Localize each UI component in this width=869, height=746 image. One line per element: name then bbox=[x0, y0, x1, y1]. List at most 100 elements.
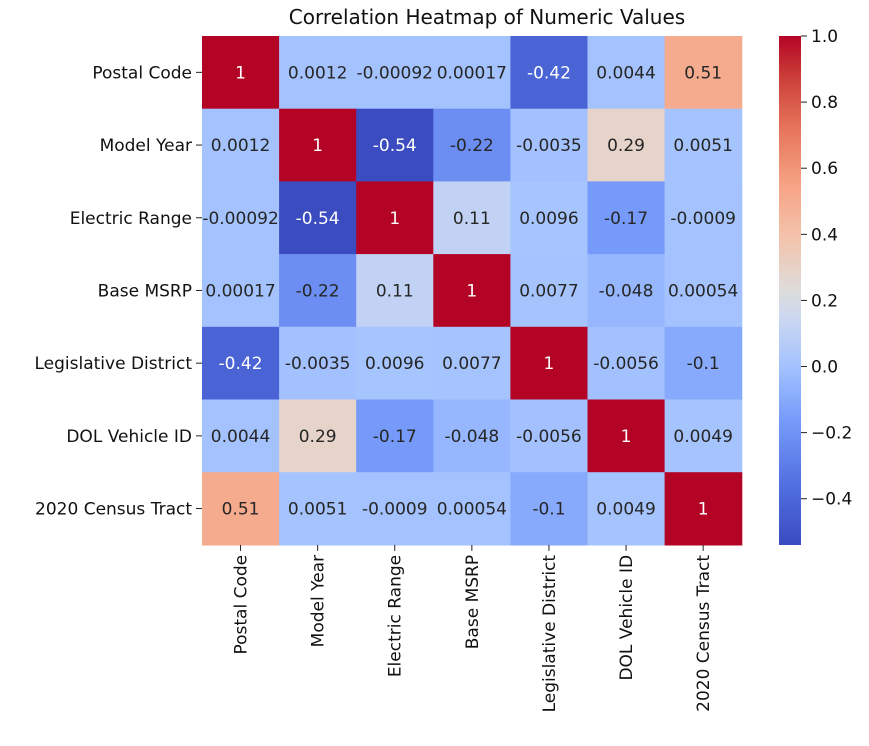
heatmap-cell bbox=[587, 254, 666, 328]
heatmap-cell bbox=[587, 181, 666, 255]
heatmap-cell bbox=[510, 181, 589, 255]
cell-annotation: 0.0044 bbox=[596, 63, 655, 83]
heatmap-cell bbox=[202, 326, 280, 401]
heatmap-cell bbox=[202, 108, 280, 182]
cell-annotation: -0.22 bbox=[450, 136, 494, 156]
heatmap-cell bbox=[664, 181, 743, 255]
y-tick-label: Base MSRP bbox=[98, 281, 192, 301]
heatmap-cell bbox=[356, 108, 434, 182]
cell-annotation: 0.0049 bbox=[673, 427, 732, 447]
chart-title: Correlation Heatmap of Numeric Values bbox=[289, 5, 685, 29]
cell-annotation: -0.0009 bbox=[362, 500, 428, 520]
colorbar-tick-label: −0.2 bbox=[811, 424, 852, 444]
heatmap-cell bbox=[433, 181, 511, 255]
cell-annotation: 0.0051 bbox=[288, 500, 347, 520]
cell-annotation: 1 bbox=[466, 281, 477, 301]
heatmap-cell bbox=[356, 399, 434, 473]
colorbar-tick-label: −0.4 bbox=[811, 490, 852, 510]
cell-annotation: 0.0096 bbox=[365, 354, 424, 374]
cell-annotation: 1 bbox=[389, 209, 400, 229]
cell-annotation: 0.0044 bbox=[211, 427, 270, 447]
cell-annotation: 1 bbox=[312, 136, 323, 156]
x-tick-label: Postal Code bbox=[232, 555, 252, 655]
cell-annotation: -0.1 bbox=[687, 354, 720, 374]
cell-annotation: -0.00092 bbox=[202, 209, 278, 229]
heatmap-cell bbox=[279, 108, 357, 182]
cell-annotation: -0.54 bbox=[296, 209, 340, 229]
heatmap-cell bbox=[433, 36, 511, 110]
colorbar-tick-label: 0.0 bbox=[811, 358, 838, 378]
x-tick-label: DOL Vehicle ID bbox=[617, 555, 637, 681]
heatmap-cells bbox=[202, 36, 743, 546]
cell-annotation: -0.0056 bbox=[516, 427, 582, 447]
colorbar-tick-label: 0.6 bbox=[811, 159, 838, 179]
heatmap-cell bbox=[510, 36, 589, 110]
cell-annotation: 0.0049 bbox=[596, 500, 655, 520]
y-tick-label: 2020 Census Tract bbox=[35, 500, 192, 520]
cell-annotation: 1 bbox=[235, 63, 246, 83]
cell-annotation: -0.42 bbox=[527, 63, 571, 83]
heatmap-cell bbox=[587, 399, 666, 473]
heatmap-cell bbox=[356, 254, 434, 328]
heatmap-cell bbox=[202, 254, 280, 328]
cell-annotation: 0.29 bbox=[607, 136, 645, 156]
heatmap-cell bbox=[664, 472, 743, 546]
x-tick-label: Model Year bbox=[309, 555, 329, 647]
cell-annotation: 0.11 bbox=[453, 209, 491, 229]
cell-annotation: 0.0096 bbox=[519, 209, 578, 229]
heatmap-cell bbox=[202, 399, 280, 473]
cell-annotation: 0.0077 bbox=[442, 354, 501, 374]
x-tick-label: Base MSRP bbox=[463, 555, 483, 649]
cell-annotation: 0.0012 bbox=[288, 63, 347, 83]
heatmap-cell bbox=[664, 36, 743, 110]
cell-annotation: 0.0012 bbox=[211, 136, 270, 156]
heatmap-cell bbox=[279, 36, 357, 110]
cell-annotation: -0.0056 bbox=[593, 354, 659, 374]
heatmap-cell bbox=[664, 254, 743, 328]
cell-annotation: 0.00054 bbox=[437, 500, 507, 520]
heatmap-cell bbox=[510, 108, 589, 182]
cell-annotation: -0.0035 bbox=[516, 136, 582, 156]
cell-annotation: -0.1 bbox=[532, 500, 565, 520]
heatmap-cell bbox=[510, 399, 589, 473]
heatmap-cell bbox=[202, 472, 280, 546]
cell-annotation: 0.0051 bbox=[673, 136, 732, 156]
cell-annotation: 0.11 bbox=[376, 281, 414, 301]
heatmap-annotations: 1 0.0012 -0.00092 0.00017 -0.42 0.0044 0.510.0… bbox=[202, 63, 738, 519]
heatmap-cell bbox=[356, 326, 434, 401]
heatmap-cell bbox=[587, 108, 666, 182]
cell-annotation: -0.048 bbox=[444, 427, 499, 447]
cell-annotation: -0.0035 bbox=[285, 354, 351, 374]
colorbar-gradient bbox=[779, 36, 801, 545]
heatmap-cell bbox=[279, 326, 357, 401]
y-tick-label: Postal Code bbox=[92, 63, 192, 83]
heatmap-cell bbox=[433, 399, 511, 473]
cell-annotation: 0.51 bbox=[684, 63, 722, 83]
y-tick-label: DOL Vehicle ID bbox=[66, 427, 192, 447]
heatmap-cell bbox=[356, 181, 434, 255]
heatmap-cell bbox=[279, 399, 357, 473]
cell-annotation: 0.29 bbox=[299, 427, 337, 447]
cell-annotation: -0.0009 bbox=[670, 209, 736, 229]
heatmap-cell bbox=[587, 326, 666, 401]
colorbar-tick-label: 0.2 bbox=[811, 291, 838, 311]
x-tick-label: Legislative District bbox=[540, 555, 560, 713]
heatmap-cell bbox=[587, 472, 666, 546]
cell-annotation: -0.048 bbox=[599, 281, 654, 301]
y-tick-label: Electric Range bbox=[70, 209, 192, 229]
colorbar-tick-label: 0.8 bbox=[811, 93, 838, 113]
cell-annotation: 1 bbox=[698, 500, 709, 520]
heatmap-cell bbox=[279, 472, 357, 546]
heatmap-cell bbox=[202, 36, 280, 110]
heatmap-cell bbox=[433, 254, 511, 328]
heatmap-cell bbox=[433, 326, 511, 401]
heatmap-cell bbox=[433, 472, 511, 546]
cell-annotation: -0.17 bbox=[373, 427, 417, 447]
heatmap-cell bbox=[510, 326, 589, 401]
colorbar: 1.0 0.8 0.6 0.4 0.2 0.0 −0.2 −0.4 bbox=[779, 27, 852, 545]
heatmap-cell bbox=[433, 108, 511, 182]
cell-annotation: -0.42 bbox=[219, 354, 263, 374]
heatmap-cell bbox=[510, 472, 589, 546]
y-axis: Postal Code Model Year Electric Range Base … bbox=[34, 63, 202, 520]
